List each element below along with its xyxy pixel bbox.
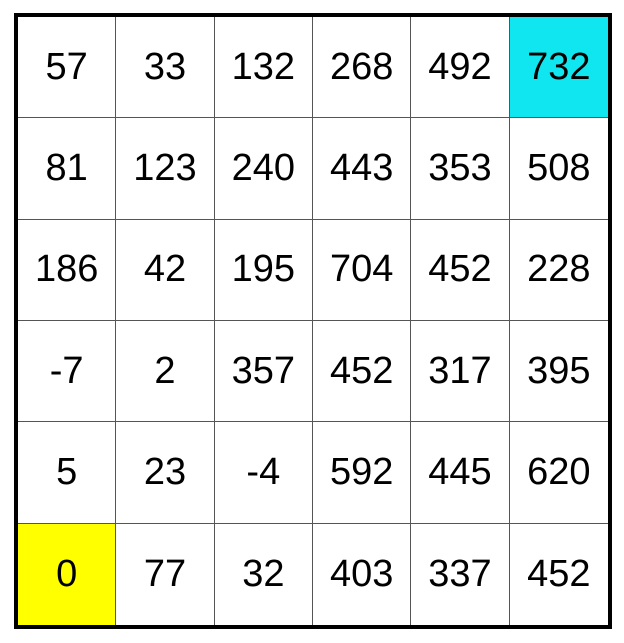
grid-cell-r4-c4: 445 xyxy=(411,422,510,524)
grid-cell-r3-c5: 395 xyxy=(509,321,608,423)
grid-cell-r5-c1: 77 xyxy=(116,523,215,625)
grid-cell-r4-c0: 5 xyxy=(18,422,117,524)
grid-cell-r1-c3: 443 xyxy=(313,118,412,220)
grid-cell-r0-c5: 732 xyxy=(509,17,608,119)
grid-cell-r2-c5: 228 xyxy=(509,220,608,321)
grid-cell-r4-c2: -4 xyxy=(214,422,313,524)
grid-cell-r3-c3: 452 xyxy=(313,321,412,423)
grid-cell-r5-c2: 32 xyxy=(215,523,313,625)
grid-cell-r5-c0: 0 xyxy=(18,523,117,625)
grid-cell-r0-c3: 268 xyxy=(313,17,412,119)
grid-cell-r0-c1: 33 xyxy=(116,17,215,119)
grid-cell-r5-c5: 452 xyxy=(527,552,591,595)
grid-cell-r2-c0: 186 xyxy=(18,219,117,321)
grid-cell-r1-c5: 508 xyxy=(509,118,608,220)
grid-cell-r4-c3: 592 xyxy=(313,422,412,524)
grid-cell-r3-c2: 357 xyxy=(214,321,313,423)
grid-cell-r1-c2: 240 xyxy=(214,118,313,220)
grid-cell-r0-c4: 492 xyxy=(411,17,510,119)
grid-cell-r1-c4: 353 xyxy=(411,118,510,220)
grid-cell-r2-c1: 42 xyxy=(116,219,215,321)
grid-cell-r1-c0: 81 xyxy=(18,118,117,220)
grid-cell-r0-c2: 132 xyxy=(214,17,313,119)
number-grid: 57 33 132 268 492 732 81 123 240 443 353 508 186 42 19… xyxy=(14,13,612,629)
grid-cell-r4-c1: 23 xyxy=(116,422,215,524)
grid-cell-r3-c4: 317 xyxy=(411,321,510,423)
grid-cell-r3-c0: -7 xyxy=(18,321,117,423)
grid-cell-r2-c3: 704 xyxy=(313,219,412,321)
grid-cell-r0-c0: 57 xyxy=(18,17,117,119)
grid-cell-r5-c3: 403 xyxy=(313,523,412,625)
grid-cell-r1-c1: 123 xyxy=(116,118,215,220)
grid-cell-r2-c4: 452 xyxy=(411,219,510,321)
grid-cell-r3-c1: 2 xyxy=(116,321,215,423)
grid-cell-r5-c4: 337 xyxy=(411,523,510,625)
grid-cell-r2-c2: 195 xyxy=(214,219,313,321)
grid-cell-r4-c5: 620 xyxy=(509,422,608,524)
